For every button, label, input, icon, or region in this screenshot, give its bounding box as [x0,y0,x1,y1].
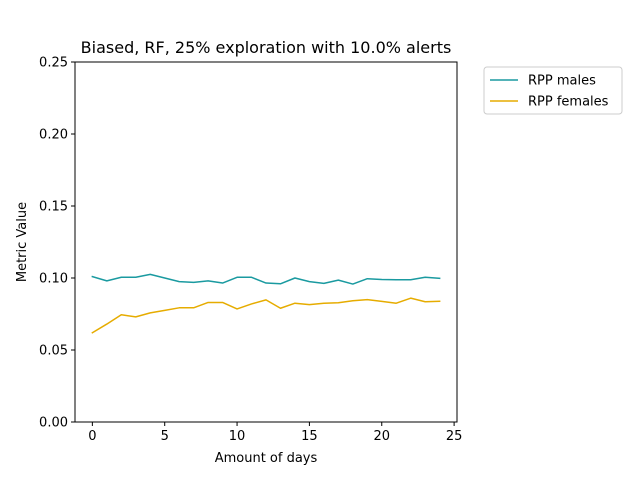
x-tick-label: 20 [373,429,390,444]
x-tick-label: 5 [161,429,169,444]
legend-label: RPP males [528,74,596,89]
x-tick-label: 0 [88,429,96,444]
series-line-rpp-males [91,273,441,285]
y-tick-label: 0.25 [39,56,68,71]
y-axis-label: Metric Value [15,202,30,282]
y-tick-label: 0.20 [39,128,68,143]
x-tick-label: 25 [446,429,463,444]
y-tick-label: 0.00 [39,416,68,431]
plot-frame [74,61,458,423]
y-tick-label: 0.10 [39,272,68,287]
x-tick-label: 15 [301,429,318,444]
x-axis: 0 5 10 15 20 25 [88,422,462,444]
x-axis-label: Amount of days [215,451,318,466]
plot-area [91,273,441,334]
y-tick-label: 0.05 [39,344,68,359]
chart-title: Biased, RF, 25% exploration with 10.0% a… [81,38,452,57]
legend-label: RPP females [528,95,609,110]
series-line-rpp-females [91,297,441,334]
x-tick-label: 10 [229,429,246,444]
legend-box [483,66,623,115]
y-axis: 0.00 0.05 0.10 0.15 0.20 0.25 [39,56,75,431]
legend: RPP males RPP females [483,66,623,115]
y-tick-label: 0.15 [39,200,68,215]
